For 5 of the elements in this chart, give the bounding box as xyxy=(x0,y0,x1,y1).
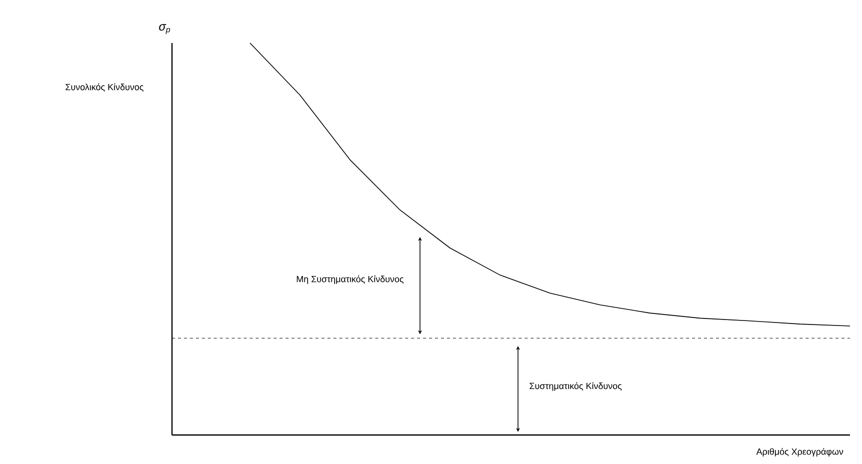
annotation: Συστηματικός Κίνδυνος xyxy=(530,382,622,391)
y-axis-title: σ$_{p}$ xyxy=(159,24,170,34)
annotation: Μη Συστηματικός Κίνδυνος xyxy=(296,275,404,284)
text: Συνολικός Κίνδυνος xyxy=(66,83,144,92)
x-axis-title: Αριθμός Χρεογράφων xyxy=(756,448,844,457)
